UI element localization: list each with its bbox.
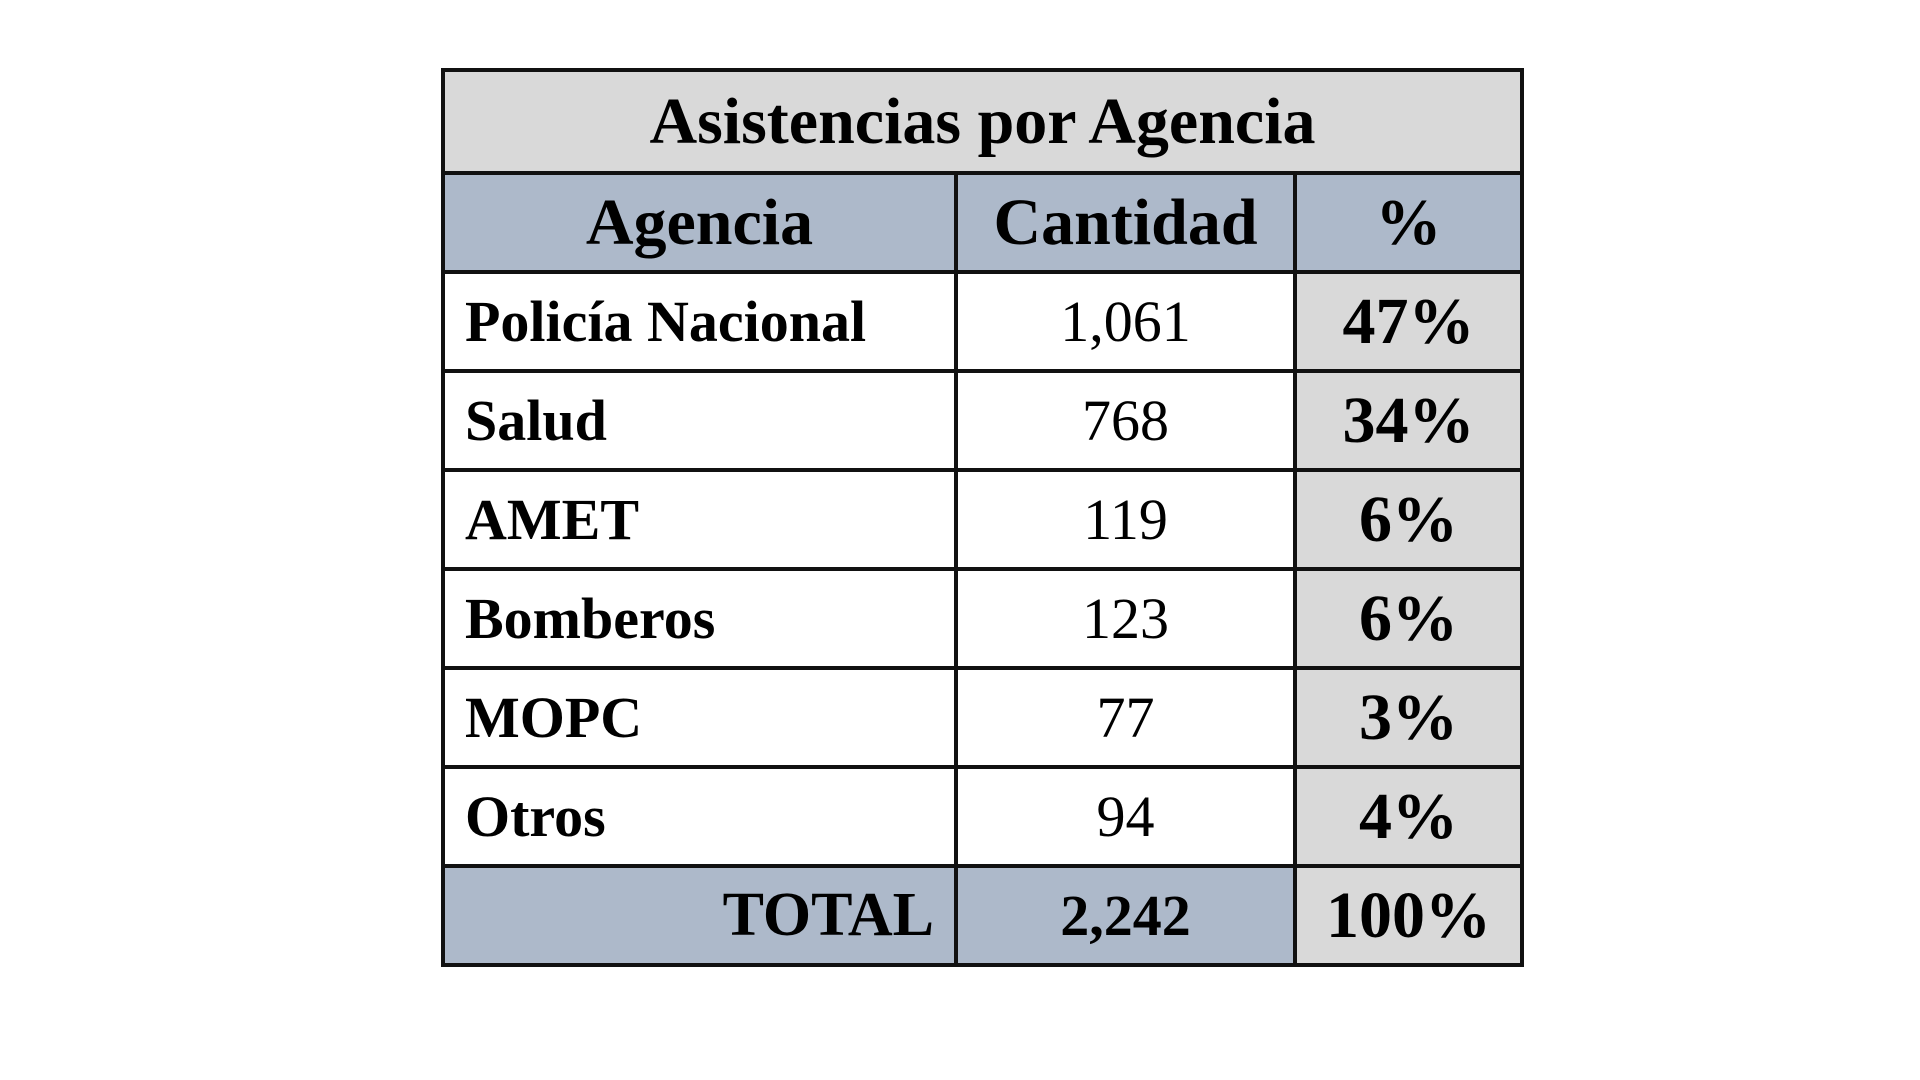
table-total-row: TOTAL 2,242 100% <box>441 864 1524 967</box>
table-row: AMET 119 6% <box>441 468 1524 571</box>
header-agency: Agencia <box>441 171 958 274</box>
agency-name: Salud <box>441 369 958 472</box>
table-row: Salud 768 34% <box>441 369 1524 472</box>
agency-name: Policía Nacional <box>441 270 958 373</box>
agency-name: AMET <box>441 468 958 571</box>
total-percent: 100% <box>1293 864 1524 967</box>
agency-name: Bomberos <box>441 567 958 670</box>
agency-quantity: 1,061 <box>954 270 1297 373</box>
agency-percent: 47% <box>1293 270 1524 373</box>
agency-quantity: 77 <box>954 666 1297 769</box>
agency-name: MOPC <box>441 666 958 769</box>
table-row: MOPC 77 3% <box>441 666 1524 769</box>
agency-quantity: 94 <box>954 765 1297 868</box>
table-row: Policía Nacional 1,061 47% <box>441 270 1524 373</box>
table-title: Asistencias por Agencia <box>441 68 1524 175</box>
agency-percent: 6% <box>1293 567 1524 670</box>
agency-percent: 34% <box>1293 369 1524 472</box>
header-quantity: Cantidad <box>954 171 1297 274</box>
agency-assistance-table: Asistencias por Agencia Agencia Cantidad… <box>441 68 1524 967</box>
header-percent: % <box>1293 171 1524 274</box>
agency-name: Otros <box>441 765 958 868</box>
agency-quantity: 768 <box>954 369 1297 472</box>
agency-percent: 4% <box>1293 765 1524 868</box>
agency-quantity: 119 <box>954 468 1297 571</box>
total-quantity: 2,242 <box>954 864 1297 967</box>
table-title-row: Asistencias por Agencia <box>441 68 1524 175</box>
table-row: Otros 94 4% <box>441 765 1524 868</box>
table-header-row: Agencia Cantidad % <box>441 171 1524 274</box>
agency-percent: 3% <box>1293 666 1524 769</box>
agency-percent: 6% <box>1293 468 1524 571</box>
agency-quantity: 123 <box>954 567 1297 670</box>
total-label: TOTAL <box>441 864 958 967</box>
table-row: Bomberos 123 6% <box>441 567 1524 670</box>
